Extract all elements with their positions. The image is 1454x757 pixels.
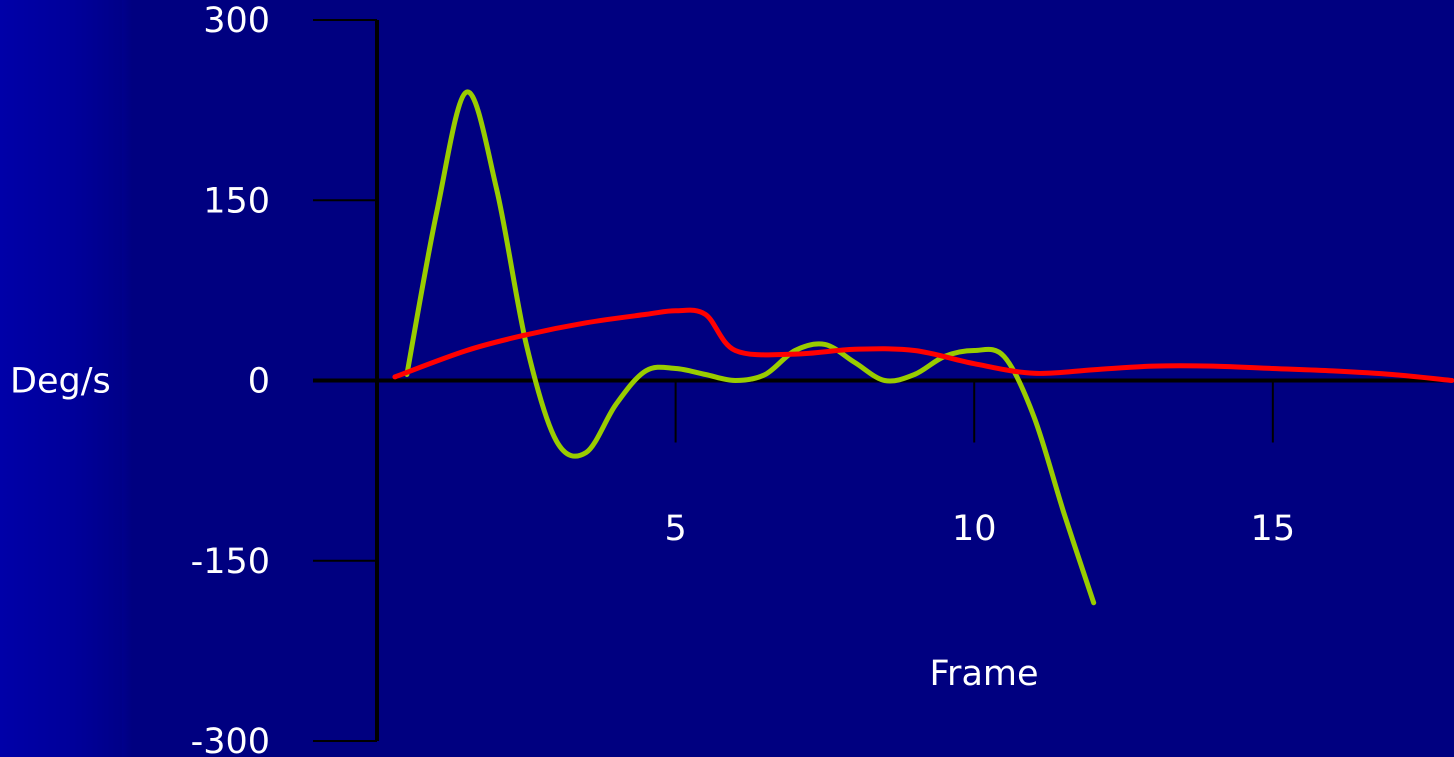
chart-labels: 300 150 0 -150 -300 5 10 15 Deg/s Frame bbox=[10, 1, 1295, 757]
y-tick-label: 150 bbox=[203, 181, 270, 221]
x-tick-label: 15 bbox=[1251, 509, 1296, 549]
y-tick-label: -300 bbox=[191, 722, 270, 757]
series-line-0 bbox=[404, 89, 1097, 606]
y-tick-label: 0 bbox=[248, 362, 270, 402]
y-tick-label: -150 bbox=[191, 542, 270, 582]
left-gradient-band bbox=[0, 0, 122, 757]
x-tick-label: 10 bbox=[952, 509, 997, 549]
series-line-1 bbox=[392, 307, 1454, 383]
y-tick-label: 300 bbox=[203, 1, 270, 41]
left-gradient-edge bbox=[122, 0, 132, 757]
x-axis-title: Frame bbox=[929, 654, 1038, 694]
x-tick-label: 5 bbox=[664, 509, 686, 549]
y-axis-title: Deg/s bbox=[10, 362, 111, 402]
series-layer bbox=[392, 89, 1454, 606]
